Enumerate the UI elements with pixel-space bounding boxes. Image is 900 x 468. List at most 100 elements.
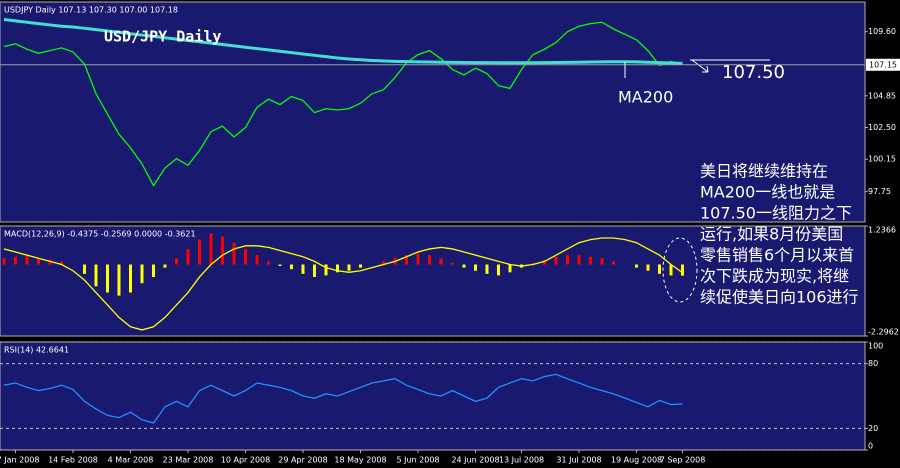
histogram-bar (577, 255, 581, 265)
histogram-bar (129, 264, 132, 293)
data-line (3, 373, 683, 424)
histogram-bar (232, 242, 236, 265)
histogram-bar (439, 258, 443, 265)
note-line: 107.50一线阻力之下 (700, 204, 852, 223)
histogram-bar (336, 264, 339, 273)
histogram-bar (301, 264, 305, 274)
note-line: 零售销售6个月以来首 (700, 246, 854, 265)
histogram-bar (255, 255, 259, 265)
histogram-bar (221, 236, 224, 265)
data-line (3, 18, 683, 65)
x-tick-label: 7 Sep 2008 (660, 456, 706, 465)
y-tick-label: 100.15 (868, 155, 896, 164)
histogram-bar (106, 264, 109, 293)
histogram-bar (658, 264, 661, 274)
histogram-bar (313, 264, 316, 277)
histogram-bar (635, 264, 638, 268)
panel-title: RSI(14) 42.6641 (4, 346, 69, 355)
histogram-bar (94, 264, 98, 287)
histogram-bar (497, 264, 500, 276)
y-tick-label: -2.2962 (868, 328, 899, 337)
histogram-bar (117, 264, 121, 296)
histogram-bar (462, 264, 466, 268)
histogram-bar (681, 264, 684, 276)
y-tick-label: 109.60 (868, 27, 896, 36)
macd-panel (0, 225, 866, 337)
histogram-bar (290, 264, 293, 270)
x-tick-label: 14 Feb 2008 (48, 456, 98, 465)
x-tick-label: 13 Jul 2008 (499, 456, 544, 465)
note-line: 美日将继续维持在 (700, 162, 828, 181)
chart-annotation: USD/JPY Daily (104, 28, 221, 46)
x-tick-label: 31 Jul 2008 (556, 456, 601, 465)
histogram-bar (669, 264, 673, 276)
histogram-bar (359, 264, 362, 268)
histogram-bar (646, 264, 650, 271)
histogram-bar (2, 258, 6, 265)
histogram-bar (198, 239, 201, 265)
panel-title: MACD(12,26,9) -0.4375 -0.2569 0.0000 -0.… (4, 230, 196, 239)
histogram-bar (543, 259, 546, 265)
data-line (3, 237, 683, 331)
histogram-bar (612, 261, 615, 265)
histogram-bar (186, 248, 190, 265)
highlight-ellipse (662, 237, 698, 303)
histogram-bar (140, 264, 144, 284)
histogram-bar (37, 258, 40, 265)
data-line (3, 21, 683, 187)
price-panel (0, 1, 866, 223)
x-tick-label: 29 Apr 2008 (278, 456, 327, 465)
note-line: 次下跌成为现实,将继 (700, 267, 849, 286)
y-tick-label: 100 (868, 342, 883, 351)
x-tick-label: 24 Jun 2008 (451, 456, 499, 465)
x-tick-label: 5 Jun 2008 (396, 456, 439, 465)
histogram-bar (508, 264, 512, 273)
y-tick-label: 80 (868, 359, 878, 368)
y-tick-label: 0 (868, 442, 873, 451)
x-tick-label: 18 May 2008 (334, 456, 386, 465)
x-tick-label: 10 Apr 2008 (221, 456, 270, 465)
x-tick-label: 23 Mar 2008 (163, 456, 214, 465)
arrow (691, 59, 709, 73)
rsi-panel (0, 341, 866, 451)
histogram-bar (267, 261, 270, 265)
resistance-label: 107.50 (722, 62, 785, 83)
x-tick-label: 19 Aug 2008 (611, 456, 662, 465)
histogram-bar (175, 258, 178, 265)
x-tick-label: 4 Mar 2008 (108, 456, 154, 465)
histogram-bar (324, 264, 328, 276)
histogram-bar (163, 264, 167, 268)
histogram-bar (554, 256, 558, 265)
y-tick-label: 104.85 (868, 91, 896, 100)
y-tick-label: 20 (868, 424, 878, 433)
histogram-bar (566, 255, 569, 265)
note-line: 运行,如果8月份美国 (700, 225, 843, 244)
histogram-bar (152, 264, 155, 277)
y-tick-label: 102.50 (868, 123, 896, 132)
histogram-bar (428, 255, 431, 265)
y-tick-label: 1.2366 (868, 226, 896, 235)
histogram-bar (48, 259, 52, 265)
histogram-bar (589, 256, 592, 265)
histogram-bar (347, 264, 351, 271)
note-line: 续促使美日向106进行 (700, 288, 859, 307)
note-line: MA200一线也就是 (700, 183, 835, 202)
histogram-bar (485, 264, 489, 274)
histogram-bar (278, 264, 282, 267)
panel-title: USDJPY Daily 107.13 107.30 107.00 107.18 (4, 6, 178, 15)
histogram-bar (600, 258, 604, 265)
histogram-bar (382, 261, 385, 265)
current-price-label: 107.15 (869, 60, 897, 69)
x-tick-label: 27 Jan 2008 (0, 456, 39, 465)
histogram-bar (416, 253, 420, 265)
histogram-bar (244, 248, 247, 265)
histogram-bar (14, 256, 17, 265)
y-tick-label: 97.75 (868, 187, 891, 196)
histogram-bar (474, 264, 477, 271)
chart-annotation: MA200 (618, 88, 673, 107)
histogram-bar (531, 262, 535, 265)
histogram-bar (25, 255, 29, 265)
histogram-bar (405, 255, 408, 265)
